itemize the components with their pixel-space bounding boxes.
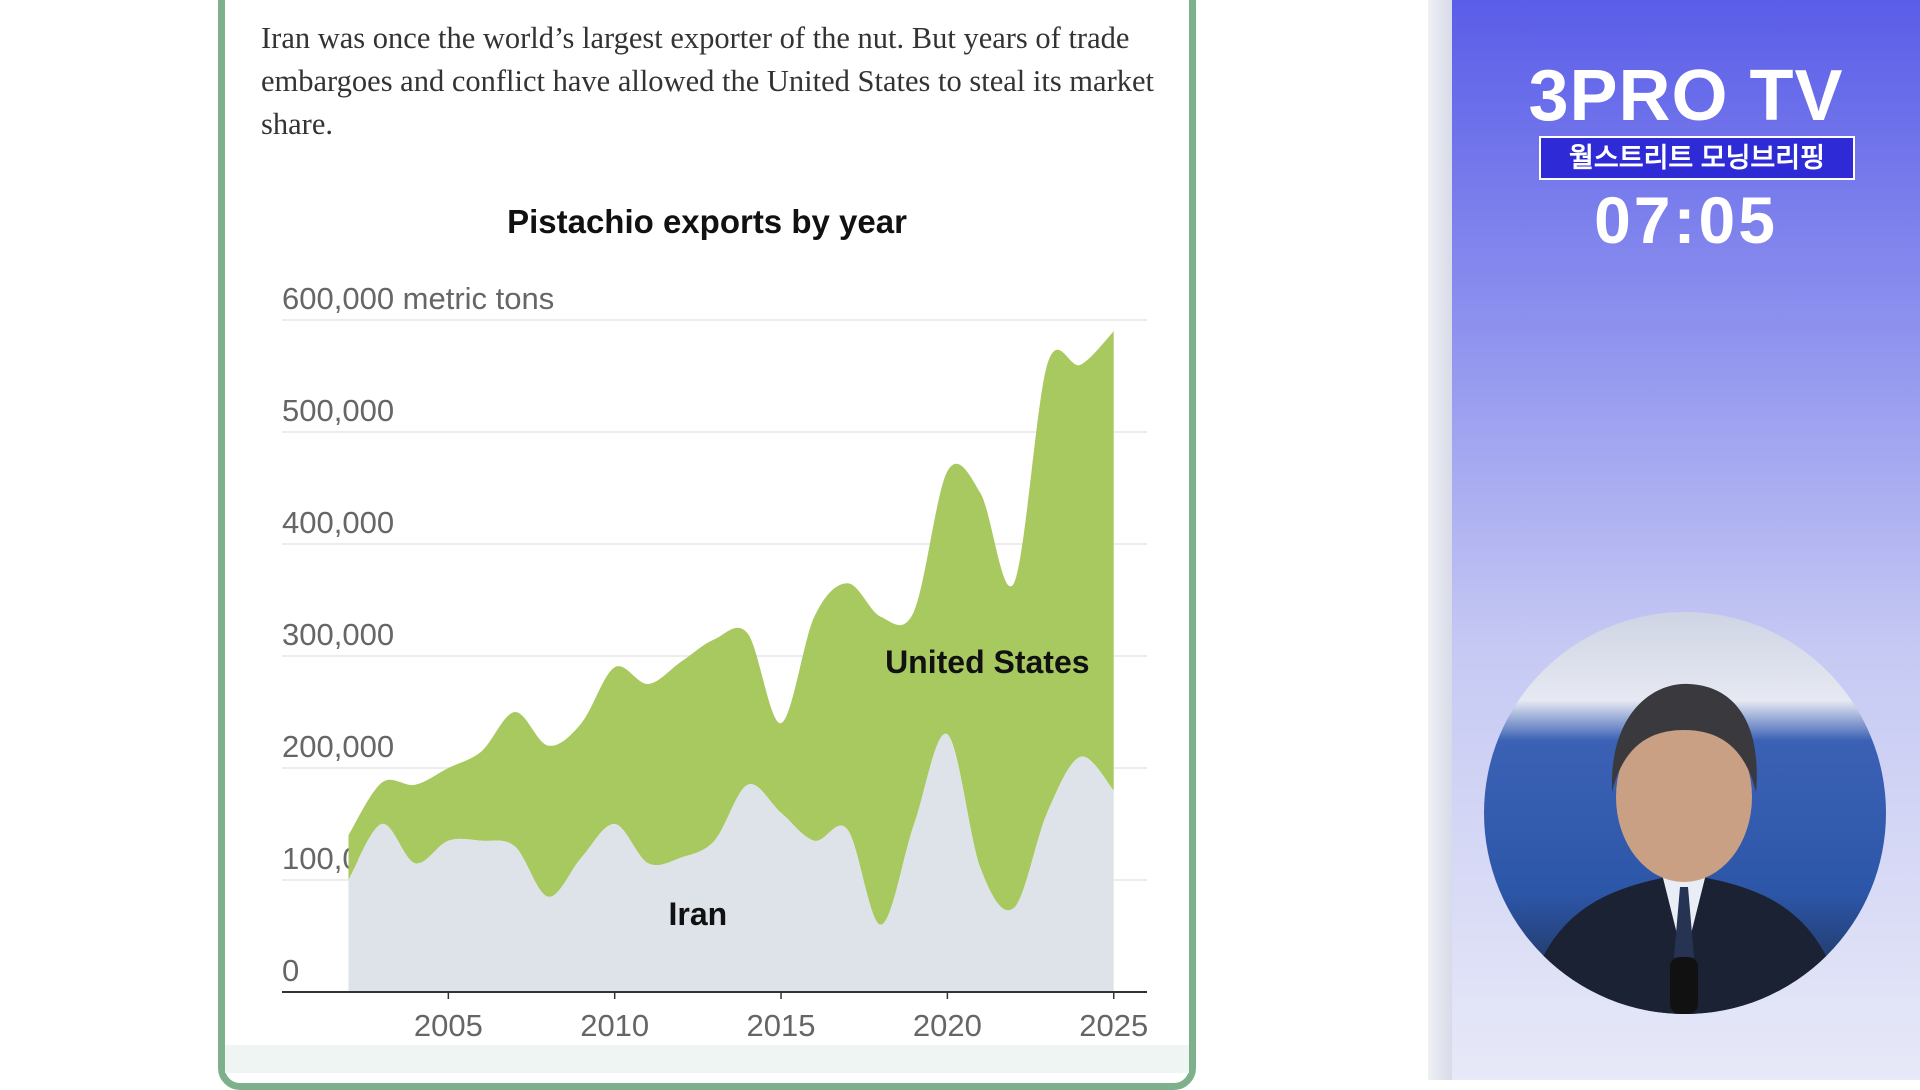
y-tick-label: 600,000 metric tons (282, 281, 554, 316)
x-tick-label: 2025 (1079, 1008, 1148, 1043)
y-tick-label: 0 (282, 953, 299, 988)
broadcast-clock: 07:05 (1594, 183, 1778, 257)
united-states-label: United States (885, 644, 1089, 680)
pistachio-exports-chart: 0100,000200,000300,000400,000500,000600,… (282, 281, 1148, 1043)
x-tick-label: 2015 (747, 1008, 816, 1043)
broadcast-sidebar: 3PRO TV 월스트리트 모닝브리핑 07:05 (1452, 0, 1920, 1080)
iran-area (348, 733, 1114, 992)
content-area: Iran was once the world’s largest export… (218, 0, 1196, 1090)
iran-label: Iran (669, 896, 728, 932)
program-title-badge: 월스트리트 모닝브리핑 (1539, 136, 1855, 180)
channel-logo: 3PRO TV (1528, 56, 1844, 136)
panel-divider (1428, 0, 1452, 1080)
y-tick-label: 400,000 (282, 505, 394, 540)
card-footer (225, 1045, 1189, 1073)
host-silhouette (1524, 683, 1846, 1014)
y-tick-label: 200,000 (282, 729, 394, 764)
x-tick-label: 2005 (414, 1008, 483, 1043)
x-tick-label: 2020 (913, 1008, 982, 1043)
united-states-area (348, 331, 1114, 925)
y-tick-label: 500,000 (282, 393, 394, 428)
host-video-feed (1484, 612, 1886, 1014)
y-tick-label: 300,000 (282, 617, 394, 652)
article-intro: Iran was once the world’s largest export… (261, 21, 1154, 141)
chart-title: Pistachio exports by year (507, 203, 907, 240)
x-tick-label: 2010 (580, 1008, 649, 1043)
article-card: Iran was once the world’s largest export… (218, 0, 1196, 1090)
